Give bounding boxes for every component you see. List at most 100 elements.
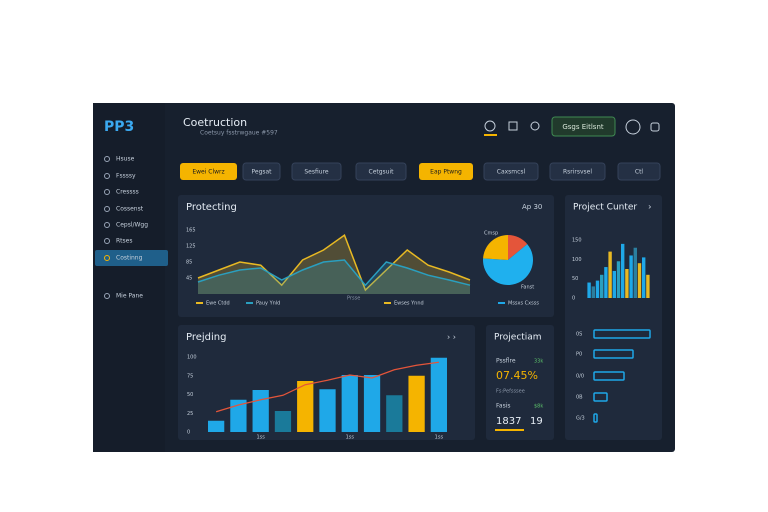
- bar: [621, 243, 625, 298]
- y-tick-label: 165: [186, 228, 196, 234]
- y-tick-label: 125: [186, 244, 196, 250]
- bar: [625, 269, 629, 298]
- bar: [608, 251, 612, 298]
- pie-label: Cmsp: [484, 231, 498, 237]
- bar: [616, 261, 621, 298]
- tab[interactable]: [291, 162, 342, 181]
- tab-label: Eap Ptwng: [430, 169, 462, 176]
- avatar[interactable]: [625, 119, 641, 135]
- panel-control[interactable]: Ap 30: [522, 203, 542, 211]
- bar: [587, 282, 591, 298]
- y-tick-label: 75: [187, 373, 193, 379]
- bar: [642, 257, 646, 298]
- tab[interactable]: [419, 163, 473, 180]
- tab-label: Ctl: [635, 169, 644, 176]
- pie-slice: [483, 244, 533, 286]
- subtitle: Coetsuy fsstrwgaue #597: [200, 130, 278, 137]
- value: 19: [530, 416, 543, 427]
- tab-label: Pegsat: [251, 169, 272, 176]
- chevron[interactable]: ›: [648, 203, 652, 213]
- nav-icon: [104, 238, 110, 244]
- nav-item[interactable]: Costinng: [116, 255, 143, 262]
- bar: [363, 375, 381, 432]
- panel-title: Protecting: [186, 202, 237, 213]
- x-tick-label: 1ss: [435, 435, 444, 441]
- icon[interactable]: [484, 120, 496, 132]
- legend-label: Pauy Ynld: [256, 301, 280, 307]
- nav-item[interactable]: Fssssy: [116, 173, 136, 180]
- value: 1837: [496, 416, 521, 427]
- bar-label: 0S: [576, 332, 582, 338]
- y-tick-label: 100: [187, 355, 197, 361]
- legend-label: Mssxs Cxsss: [508, 301, 539, 307]
- label: Pssflre: [496, 358, 516, 365]
- label: Fasis: [496, 403, 511, 410]
- chevron[interactable]: › ›: [447, 333, 456, 342]
- tab-label: Ewei Clwrz: [192, 169, 224, 176]
- x-tick-label: 1ss: [256, 435, 265, 441]
- bar: [297, 381, 314, 432]
- pie-label: Fanst: [521, 285, 534, 291]
- hbar: [593, 329, 651, 339]
- legend-swatch: [498, 302, 505, 304]
- tab[interactable]: [242, 162, 281, 181]
- bar-label: G/3: [576, 416, 585, 422]
- icon[interactable]: [508, 121, 518, 131]
- y-tick-label: 100: [572, 257, 582, 263]
- bar: [633, 247, 637, 298]
- bar: [591, 286, 595, 298]
- panel: [486, 325, 554, 440]
- bar: [386, 395, 403, 432]
- tab[interactable]: [617, 162, 661, 181]
- y-tick-label: 0: [572, 296, 575, 302]
- nav-icon: [104, 206, 110, 212]
- tab-label: Rsrirsvsel: [563, 169, 592, 176]
- nav-item[interactable]: Cepsl/Wgg: [116, 222, 148, 229]
- bar: [637, 263, 642, 298]
- legend-swatch: [196, 302, 203, 304]
- nav-icon: [104, 255, 110, 261]
- nav-icon: [104, 222, 110, 228]
- tab-label: Caxsmcsl: [497, 169, 526, 176]
- nav-item[interactable]: Cressss: [116, 189, 139, 196]
- icon[interactable]: [530, 121, 540, 131]
- bar: [600, 274, 604, 298]
- tab[interactable]: [549, 162, 606, 181]
- panel-title: Projectiam: [494, 333, 542, 343]
- button[interactable]: [551, 116, 616, 137]
- y-tick-label: 85: [186, 260, 192, 266]
- nav-item[interactable]: Cossenst: [116, 206, 144, 213]
- y-tick-label: 25: [187, 411, 193, 417]
- panel: [565, 195, 662, 440]
- bar-label: P0: [576, 352, 582, 358]
- pie-slice: [483, 235, 508, 260]
- button-label: Gsgs Eitlsnt: [562, 123, 604, 131]
- title: Coetruction: [183, 116, 247, 129]
- nav-item[interactable]: Mie Pane: [116, 293, 143, 300]
- nav-icon: [104, 156, 110, 162]
- bar: [230, 399, 247, 432]
- nav-item[interactable]: Hsuse: [116, 156, 135, 163]
- value: 07.45%: [496, 369, 538, 382]
- tab[interactable]: [180, 163, 237, 180]
- legend-swatch: [246, 302, 253, 304]
- tab[interactable]: [483, 162, 539, 181]
- bar: [604, 267, 608, 298]
- bar: [612, 270, 616, 298]
- nav-item[interactable]: Rtses: [116, 238, 132, 245]
- y-tick-label: 150: [572, 238, 582, 244]
- area: [198, 235, 470, 294]
- legend-label: Ewses Ynnd: [394, 301, 424, 307]
- panel: [178, 195, 554, 317]
- y-tick-label: 45: [186, 276, 192, 282]
- hbar: [593, 371, 625, 381]
- line: [215, 361, 439, 413]
- line: [197, 234, 471, 292]
- badge: 33k: [534, 359, 543, 365]
- icon[interactable]: [650, 122, 660, 132]
- tab-label: Cetgsuit: [369, 169, 395, 176]
- nav-icon: [104, 173, 110, 179]
- panel-title: Prejding: [186, 332, 227, 343]
- tab[interactable]: [355, 162, 407, 181]
